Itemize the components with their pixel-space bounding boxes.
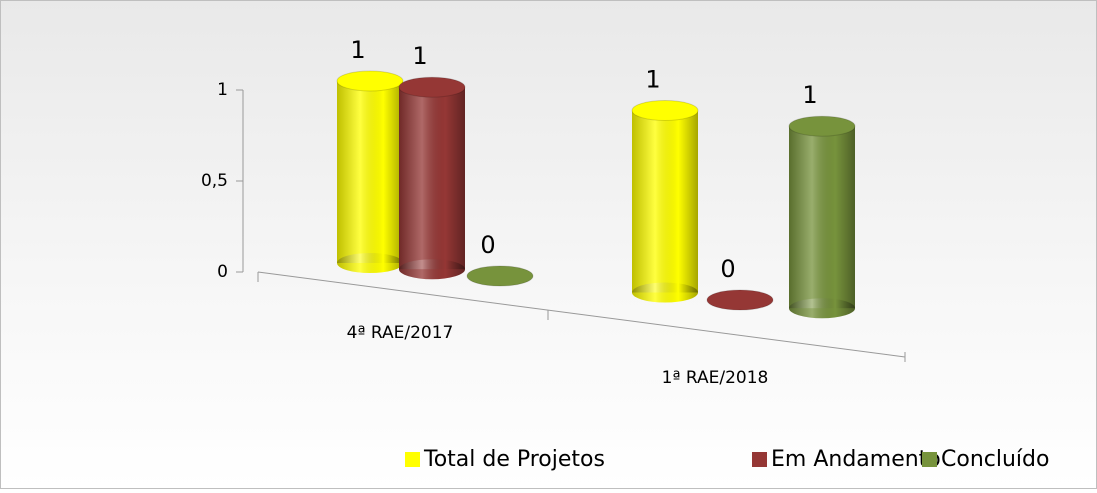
cylinder <box>706 289 774 311</box>
cylinder-bottom-shade <box>399 259 465 280</box>
cylinder <box>466 265 534 287</box>
cylinder-shade <box>632 110 698 293</box>
cylinder-bottom-shade <box>632 282 698 303</box>
cylinder <box>398 76 466 280</box>
data-label: 0 <box>480 231 495 259</box>
cylinder-top <box>788 115 856 137</box>
x-tick-label: 4ª RAE/2017 <box>347 323 454 343</box>
data-label: 1 <box>350 36 365 64</box>
data-label: 1 <box>802 81 817 109</box>
data-label: 0 <box>720 255 735 283</box>
x-axis <box>257 271 906 358</box>
legend-label: Total de Projetos <box>423 447 605 472</box>
y-tick-label: 0 <box>217 262 228 282</box>
cylinder-shade <box>337 81 403 263</box>
cylinder-top <box>631 100 699 121</box>
legend-swatch <box>752 452 767 467</box>
cylinder-shade <box>789 126 855 309</box>
legend-label: Em Andamento <box>771 447 941 472</box>
cylinder <box>336 70 404 273</box>
cylinder-bottom-shade <box>337 253 403 273</box>
y-tick-label: 1 <box>217 80 228 100</box>
cylinder-top <box>706 289 774 311</box>
cylinder-top <box>398 76 466 98</box>
legend-swatch <box>405 452 420 467</box>
cylinder-top <box>336 70 404 92</box>
cylinder-top <box>466 265 534 287</box>
cylinder-bottom-shade <box>789 298 855 319</box>
x-tick-label: 1ª RAE/2018 <box>662 368 769 388</box>
cylinder <box>631 100 699 303</box>
cylinder <box>788 115 856 319</box>
cylinder-shade <box>399 87 465 270</box>
data-label: 1 <box>412 42 427 70</box>
data-label: 1 <box>645 66 660 94</box>
legend-label: Concluído <box>941 447 1049 472</box>
legend-swatch <box>922 452 937 467</box>
y-tick-label: 0,5 <box>201 171 228 191</box>
